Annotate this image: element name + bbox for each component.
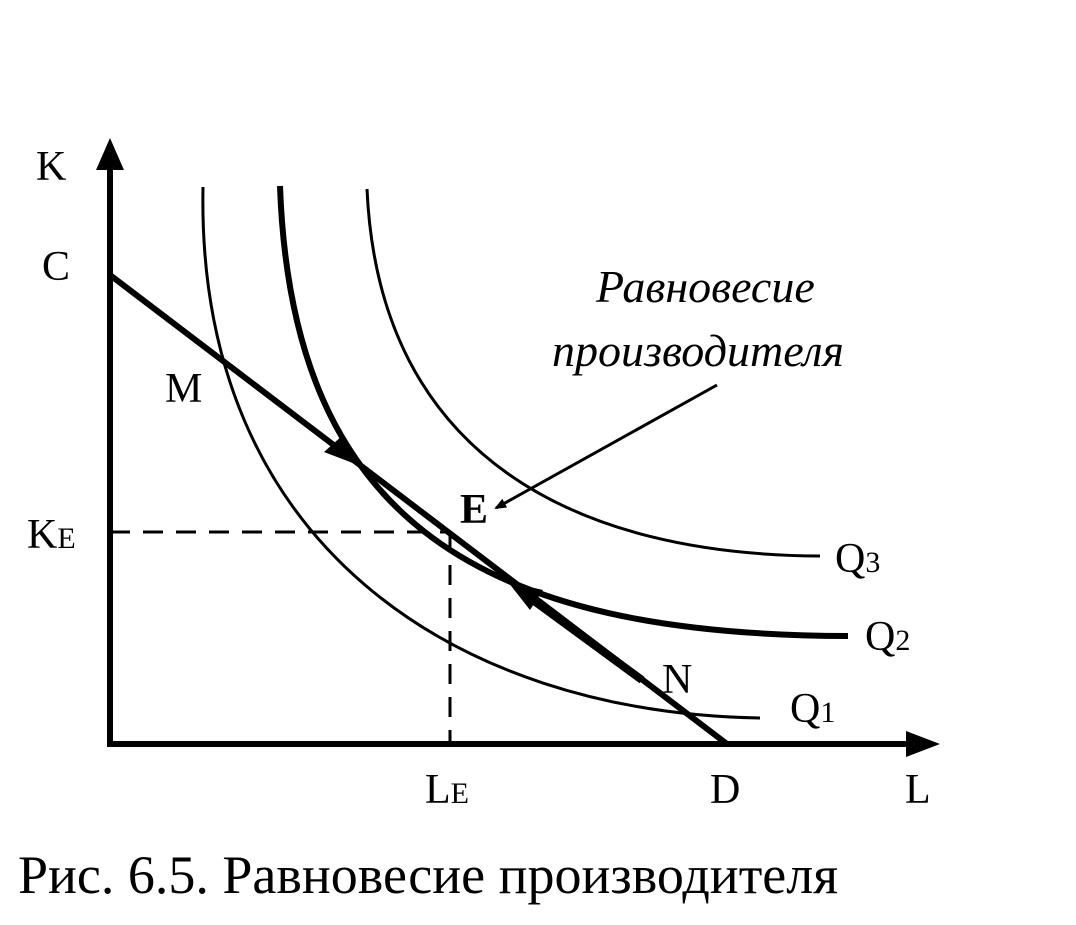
point-n-label: N bbox=[662, 657, 692, 703]
arrow-down-right-icon bbox=[324, 435, 358, 465]
annotation-line-1: Равновесие bbox=[595, 261, 815, 312]
ke-label: KE bbox=[27, 512, 76, 558]
y-axis-arrow-icon bbox=[96, 138, 124, 170]
isoquant-q3 bbox=[365, 188, 821, 558]
q2-main: Q bbox=[865, 614, 895, 660]
figure-caption: Рис. 6.5. Равновесие производителя bbox=[18, 845, 838, 905]
isoquant-q2 bbox=[277, 185, 849, 639]
annotation-line-2: производителя bbox=[552, 325, 844, 376]
le-main: L bbox=[425, 767, 451, 813]
y-axis-label: K bbox=[36, 144, 66, 190]
ke-main: K bbox=[27, 512, 57, 558]
q3-sub: 3 bbox=[865, 546, 880, 579]
isoquant-q1 bbox=[201, 186, 761, 720]
q1-label: Q1 bbox=[790, 686, 835, 732]
x-axis-arrow-icon bbox=[906, 731, 940, 757]
q2-label: Q2 bbox=[865, 614, 910, 660]
point-m-label: M bbox=[165, 366, 202, 412]
q1-main: Q bbox=[790, 686, 820, 732]
x-axis-label: L bbox=[905, 767, 931, 813]
annotation-arrow bbox=[494, 383, 718, 510]
ke-sub: E bbox=[57, 522, 75, 555]
q1-sub: 1 bbox=[820, 696, 835, 729]
point-c-label: C bbox=[42, 244, 70, 290]
le-sub: E bbox=[451, 777, 469, 810]
thick-segment-en bbox=[527, 594, 645, 684]
point-e-label: E bbox=[460, 487, 488, 533]
q2-sub: 2 bbox=[895, 624, 910, 657]
q3-label: Q3 bbox=[835, 536, 880, 582]
le-label: LE bbox=[425, 767, 469, 813]
q3-main: Q bbox=[835, 536, 865, 582]
point-d-label: D bbox=[710, 767, 740, 813]
